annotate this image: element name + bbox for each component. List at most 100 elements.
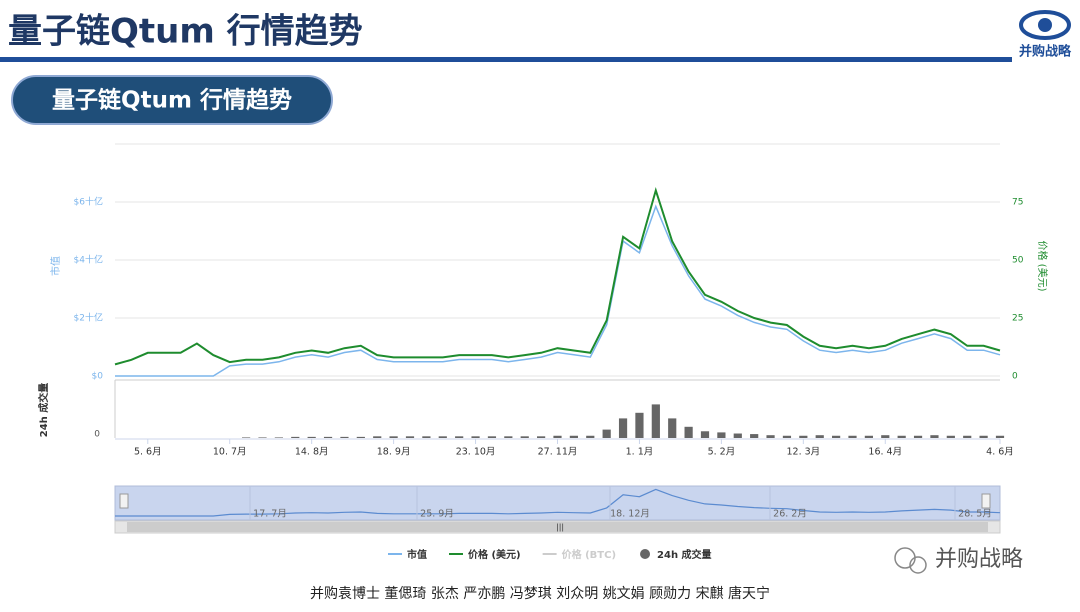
y-tick-label: $4十亿: [74, 254, 103, 266]
volume-bar: [864, 435, 873, 438]
x-tick-label: 5. 6月: [134, 447, 162, 458]
navigator-bg: [114, 485, 1001, 521]
volume-bar: [307, 436, 316, 438]
volume-bar: [602, 429, 611, 438]
legend-label[interactable]: 价格 (BTC): [562, 548, 616, 561]
watermark-text: 并购战略: [935, 547, 1023, 572]
volume-bar: [422, 436, 431, 438]
series-line: [114, 186, 1001, 366]
navigator-label: 26. 2月: [773, 509, 807, 520]
navigator-handle[interactable]: [981, 493, 991, 509]
volume-axis-title: 24h 成交量: [37, 383, 50, 438]
volume-bar: [258, 437, 267, 438]
volume-bar: [684, 426, 693, 438]
volume-bar: [782, 435, 792, 438]
x-tick-label: 12. 3月: [786, 447, 820, 458]
volume-bar: [537, 436, 546, 438]
footer-text: 并购袁博士 董偲琦 张杰 严亦鹏 冯梦琪 刘众明 姚文娟 顾勋力 宋麒 唐天宁: [310, 585, 770, 602]
volume-tick-label: 0: [94, 430, 100, 440]
watermark: 并购战略: [894, 547, 1023, 574]
volume-bar: [242, 437, 251, 438]
volume-bar: [340, 436, 349, 438]
legend-label[interactable]: 24h 成交量: [657, 548, 712, 561]
y-tick-label: $2十亿: [74, 312, 103, 324]
volume-bar: [700, 431, 710, 438]
volume-bar: [504, 436, 513, 438]
y-tick-label: $6十亿: [74, 196, 103, 208]
volume-bar: [618, 418, 628, 438]
navigator-label: 18. 12月: [610, 509, 650, 520]
x-tick-label: 18. 9月: [377, 447, 411, 458]
volume-bar: [586, 435, 595, 438]
x-tick-label: 27. 11月: [538, 447, 578, 458]
wechat-icon: [909, 556, 927, 574]
volume-bar: [733, 433, 742, 438]
volume-bar: [291, 436, 300, 438]
volume-bar: [799, 435, 808, 438]
title-rule: [0, 57, 1012, 62]
volume-bar: [979, 435, 988, 438]
page-title: 量子链Qtum 行情趋势: [8, 12, 363, 52]
volume-bar: [913, 435, 923, 438]
scrollbar-thumb[interactable]: [127, 522, 988, 532]
subtitle-text: 量子链Qtum 行情趋势: [52, 87, 292, 114]
volume-bar: [356, 436, 365, 438]
navigator-label: 25. 9月: [420, 509, 454, 520]
volume-bar: [373, 436, 382, 438]
x-tick-label: 5. 2月: [708, 447, 736, 458]
scrollbar-grip: |||: [556, 523, 564, 532]
volume-bar: [766, 435, 775, 438]
y2-tick-label: 75: [1012, 198, 1023, 208]
volume-bar: [750, 434, 759, 438]
volume-bar: [455, 436, 464, 438]
logo-pupil: [1038, 18, 1052, 32]
navigator-label: 28. 5月: [958, 509, 992, 520]
x-tick-label: 10. 7月: [213, 447, 247, 458]
navigator-label: 17. 7月: [253, 509, 287, 520]
y2-tick-label: 50: [1012, 256, 1024, 266]
volume-bar: [569, 435, 578, 438]
logo-eye: [1019, 10, 1071, 40]
volume-bar: [897, 435, 906, 438]
logo-text: 并购战略: [1019, 44, 1072, 60]
volume-bar: [487, 436, 497, 438]
y-tick-label: $0: [92, 372, 104, 382]
y2-tick-label: 25: [1012, 314, 1023, 324]
volume-bar: [963, 435, 972, 438]
legend-swatch: [640, 549, 651, 559]
volume-bar: [717, 432, 726, 438]
y-axis-title: 市值: [49, 256, 62, 276]
legend-label[interactable]: 市值: [407, 548, 427, 561]
x-tick-label: 14. 8月: [295, 447, 329, 458]
x-tick-label: 16. 4月: [868, 447, 902, 458]
volume-bar: [995, 435, 1005, 438]
volume-bar: [553, 435, 562, 438]
volume-bar: [848, 435, 857, 438]
y2-tick-label: 0: [1012, 372, 1018, 382]
volume-bar: [668, 418, 677, 438]
volume-bar: [274, 437, 283, 438]
volume-bar: [635, 412, 644, 438]
volume-bar: [323, 436, 333, 438]
subtitle-pill: [11, 75, 333, 125]
x-tick-label: 23. 10月: [456, 447, 496, 458]
volume-bar: [881, 435, 890, 438]
volume-bar: [930, 435, 939, 438]
x-tick-label: 4. 6月: [986, 447, 1014, 458]
legend-label[interactable]: 价格 (美元): [468, 548, 521, 561]
volume-bar: [471, 436, 480, 438]
x-tick-label: 1. 1月: [626, 447, 654, 458]
volume-bar: [389, 436, 398, 438]
volume-bar: [651, 404, 660, 438]
volume-bar: [520, 436, 529, 438]
volume-bar: [832, 435, 841, 438]
y2-axis-title: 价格 (美元): [1036, 241, 1049, 292]
navigator-handle[interactable]: [119, 493, 129, 509]
series-line: [115, 204, 1001, 377]
volume-bar: [405, 436, 415, 438]
volume-bar: [946, 435, 955, 438]
navigator-line: [115, 488, 1001, 517]
logo: 并购战略: [1019, 10, 1072, 60]
